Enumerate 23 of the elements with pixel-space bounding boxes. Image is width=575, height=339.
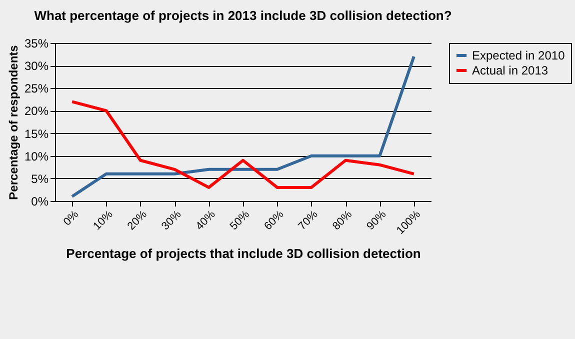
legend-label: Actual in 2013	[472, 64, 548, 78]
x-tick-label: 50%	[228, 208, 252, 233]
x-tick-label: 60%	[262, 208, 286, 233]
line-series	[70, 100, 416, 189]
y-tick-label: 20%	[24, 104, 49, 118]
x-tick-label: 80%	[330, 208, 355, 233]
y-tick-label: 0%	[31, 194, 49, 208]
legend-label: Expected in 2010	[472, 48, 566, 62]
y-axis-title: Percentage of respondents	[6, 44, 20, 200]
y-tick-label: 5%	[31, 172, 49, 186]
y-tick-label: 30%	[24, 59, 49, 74]
chart-title: What percentage of projects in 2013 include 3D collision detection?	[34, 8, 452, 23]
y-tick-label: 10%	[24, 149, 49, 164]
line-series	[70, 55, 416, 198]
x-axis-title: Percentage of projects that include 3D collision detection	[66, 246, 421, 262]
y-tick-label: 15%	[24, 126, 49, 141]
x-tick-label: 0%	[61, 208, 82, 228]
x-tick-label: 70%	[296, 208, 320, 233]
x-tick-label: 90%	[364, 208, 389, 233]
y-tick-label: 35%	[24, 36, 49, 50]
x-tick-label: 40%	[194, 208, 218, 233]
x-tick-label: 30%	[160, 208, 184, 233]
y-tick-label: 25%	[24, 82, 49, 96]
